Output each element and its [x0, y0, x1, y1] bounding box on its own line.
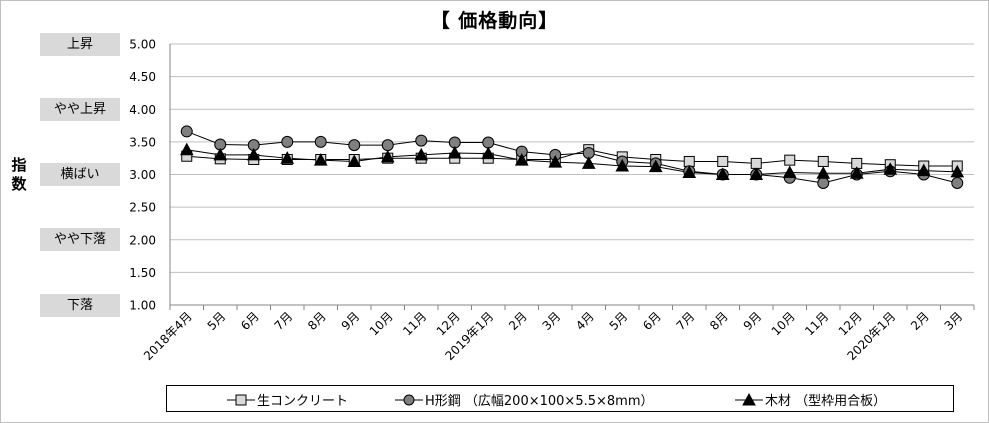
data-point-triangle: [213, 147, 228, 161]
data-point-triangle: [816, 166, 831, 179]
data-point-circle: [415, 134, 428, 147]
y-category-box: やや上昇: [40, 97, 120, 121]
data-point-triangle: [280, 151, 295, 164]
x-tick-label: 5月: [205, 309, 229, 333]
x-tick-label: 6月: [238, 309, 262, 333]
x-tick-label: 11月: [400, 309, 429, 338]
legend-label: 生コンクリート: [257, 394, 349, 409]
legend-item: 木材 （型枠用合板）: [735, 386, 886, 413]
data-point-triangle: [615, 158, 630, 172]
y-tick-label: 1.00: [129, 299, 156, 313]
x-tick-label: 12月: [836, 309, 865, 338]
y-category-box: 上昇: [40, 32, 120, 56]
data-point-circle: [817, 176, 830, 189]
data-point-circle: [281, 135, 294, 148]
data-point-triangle: [715, 167, 730, 180]
x-tick-label: 10月: [769, 309, 798, 338]
y-tick-label: 5.00: [129, 38, 156, 52]
data-point-circle: [314, 135, 327, 148]
data-point-circle: [482, 136, 495, 149]
y-category-box: 下落: [40, 293, 120, 317]
x-tick-label: 7月: [272, 309, 296, 333]
data-point-circle: [381, 139, 394, 152]
chart-title: 【 価格動向】: [430, 10, 559, 32]
data-point-triangle: [682, 165, 697, 179]
data-point-triangle: [179, 142, 194, 156]
y-tick-label: 2.50: [129, 201, 156, 215]
data-point-triangle: [849, 166, 864, 179]
y-tick-label: 3.50: [129, 135, 156, 149]
data-point-circle: [348, 139, 361, 152]
data-point-triangle: [246, 147, 261, 161]
x-tick-label: 4月: [573, 309, 597, 333]
data-point-square: [683, 155, 695, 167]
series-line: [186, 149, 958, 167]
data-point-triangle: [313, 153, 328, 166]
data-point-triangle: [782, 165, 797, 179]
data-point-triangle: [883, 162, 898, 175]
legend-square-icon: [227, 394, 255, 405]
data-point-circle: [951, 176, 964, 189]
data-point-triangle: [548, 155, 563, 168]
x-tick-label: 9月: [741, 309, 765, 333]
x-tick-label: 5月: [607, 309, 631, 333]
legend-label: H形鋼 （広幅200×100×5.5×8mm）: [425, 394, 654, 409]
x-tick-label: 2月: [506, 309, 530, 333]
y-category-box: 横ばい: [40, 163, 120, 186]
series-line: [186, 149, 958, 175]
data-point-triangle: [916, 163, 931, 177]
legend-circle-icon: [395, 394, 423, 405]
x-tick-label: 3月: [540, 309, 564, 333]
data-point-circle: [180, 125, 193, 138]
legend: 生コンクリート H形鋼 （広幅200×100×5.5×8mm） 木材 （型枠用合板）: [166, 385, 954, 412]
x-tick-label: 8月: [305, 309, 329, 333]
x-tick-label: 8月: [707, 309, 731, 333]
y-tick-label: 4.50: [129, 70, 156, 84]
data-point-triangle: [581, 156, 596, 169]
data-point-square: [717, 155, 729, 167]
x-tick-label: 6月: [640, 309, 664, 333]
x-tick-label: 11月: [802, 309, 831, 338]
x-tick-label: 7月: [674, 309, 698, 333]
y-tick-label: 1.50: [129, 266, 156, 280]
data-point-triangle: [514, 153, 529, 166]
legend-label: 木材 （型枠用合板）: [765, 394, 887, 409]
x-tick-label: 9月: [339, 309, 363, 333]
legend-triangle-icon: [735, 392, 763, 405]
y-tick-label: 2.00: [129, 233, 156, 247]
data-point-square: [784, 154, 796, 166]
data-point-triangle: [380, 149, 395, 163]
legend-item: H形鋼 （広幅200×100×5.5×8mm）: [395, 386, 653, 413]
x-tick-label: 12月: [434, 309, 463, 338]
y-tick-label: 4.00: [129, 103, 156, 117]
data-point-triangle: [414, 147, 429, 161]
y-category-box: やや下落: [40, 228, 120, 252]
x-tick-label: 3月: [942, 309, 966, 333]
data-point-triangle: [648, 159, 663, 173]
data-point-triangle: [950, 164, 965, 178]
series-line: [186, 130, 958, 184]
x-tick-label: 2月: [908, 309, 932, 333]
data-point-triangle: [347, 154, 362, 167]
y-tick-label: 3.00: [129, 168, 156, 182]
y-axis-label: 指数: [11, 156, 27, 193]
data-point-square: [817, 155, 829, 167]
data-point-triangle: [481, 146, 496, 160]
data-point-square: [750, 157, 762, 169]
x-tick-label: 2018年4月: [141, 309, 195, 363]
legend-item: 生コンクリート: [227, 386, 348, 413]
data-point-triangle: [749, 167, 764, 180]
x-tick-label: 10月: [367, 309, 396, 338]
data-point-triangle: [447, 145, 462, 159]
